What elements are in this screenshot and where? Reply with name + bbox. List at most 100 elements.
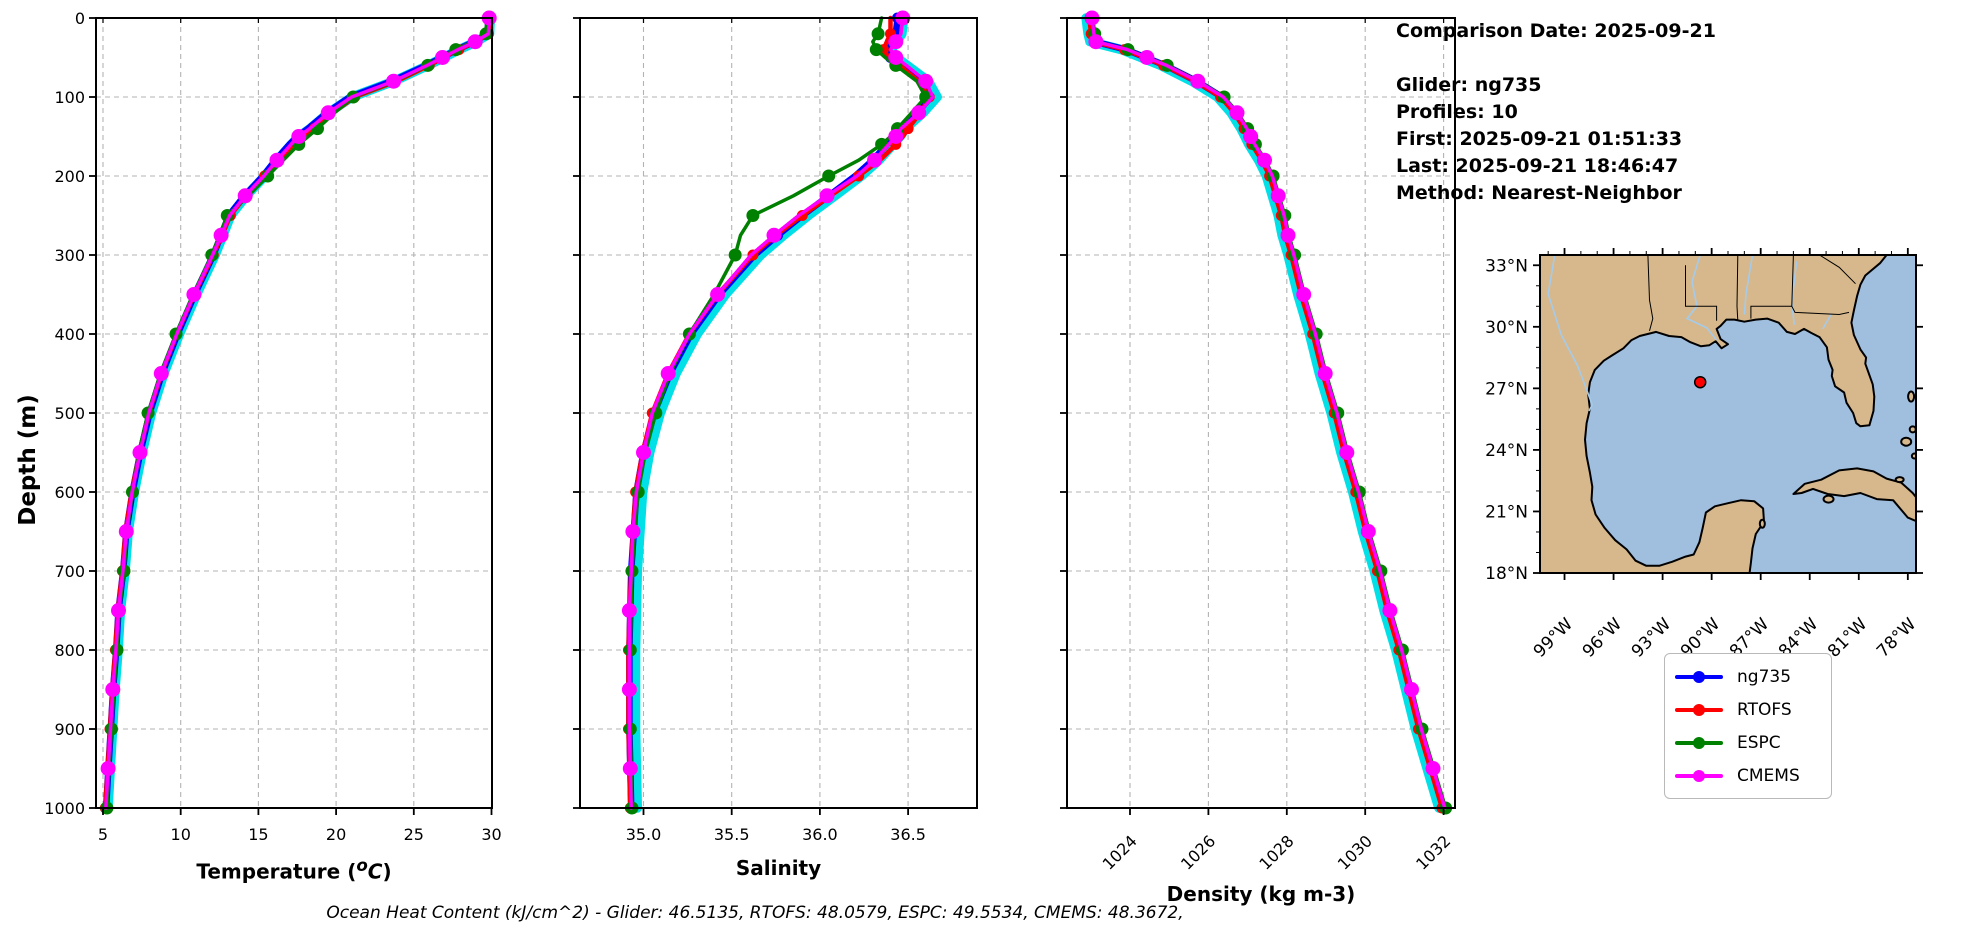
depth-axis-label: Depth (m) (15, 394, 41, 526)
map-island (1894, 476, 1905, 484)
salinity-axis-label: Salinity (735, 856, 822, 880)
depth-tick-label: 400 (54, 325, 85, 344)
density-plot: 1024 1026 1028 1030 1032 (1060, 10, 1456, 874)
temperature-axis-label-close: ) (382, 859, 392, 884)
legend-label-rtofs: RTOFS (1737, 699, 1792, 720)
series-markers-CMEMS (621, 10, 934, 776)
method-text: Method: Nearest-Neighbor (1396, 182, 1682, 204)
ocean-heat-content-text: Ocean Heat Content (kJ/cm^2) - Glider: 4… (326, 903, 1184, 923)
legend-line-cmems (1675, 769, 1723, 782)
temperature-plot-ticks (89, 17, 493, 815)
density-axis-label: Density (kg m-3) (1166, 882, 1356, 906)
legend-item-cmems: CMEMS (1675, 761, 1831, 791)
map-lat-label: 30°N (1485, 318, 1528, 338)
salinity-plot-ticks (573, 17, 909, 815)
map-lat-label: 33°N (1485, 256, 1528, 276)
comparison-date-text: Comparison Date: 2025-09-21 (1396, 20, 1716, 42)
temperature-axis-label-sup: o (356, 856, 368, 875)
density-tick-label: 1024 (1099, 831, 1141, 873)
depth-tick-label: 200 (54, 167, 85, 186)
series-markers-CMEMS (1084, 10, 1441, 776)
temperature-tick-label: 10 (171, 825, 191, 844)
series-markers-CMEMS (100, 10, 497, 776)
comparison-info-block: Comparison Date: 2025-09-21 Glider: ng73… (1396, 18, 1716, 207)
series-markers-RTOFS (1085, 28, 1448, 814)
salinity-tick-labels: 35.0 35.5 36.0 36.5 (626, 825, 926, 844)
legend-line-ng735 (1675, 670, 1723, 683)
temperature-plot-grid (96, 18, 492, 808)
map-lon-label: 99°W (1530, 614, 1577, 661)
depth-tick-label: 800 (54, 641, 85, 660)
depth-tick-label: 1000 (44, 799, 85, 818)
map-lat-label: 18°N (1485, 564, 1528, 584)
salinity-tick-label: 35.0 (626, 825, 662, 844)
legend-label-cmems: CMEMS (1737, 765, 1800, 786)
legend-line-rtofs (1675, 703, 1723, 716)
map-lon-label: 81°W (1824, 614, 1871, 661)
map-island (1908, 425, 1916, 434)
salinity-tick-label: 36.5 (890, 825, 926, 844)
temperature-axis-label-main: Temperature ( (196, 859, 357, 884)
legend-label-ng735: ng735 (1737, 666, 1792, 687)
temperature-plot: 5 10 15 20 25 3001002003004005006007008009001… (44, 9, 501, 844)
depth-tick-label: 700 (54, 562, 85, 581)
glider-name-text: Glider: ng735 (1396, 74, 1542, 96)
density-tick-label: 1030 (1334, 831, 1376, 873)
temperature-tick-label: 25 (404, 825, 424, 844)
depth-tick-label: 300 (54, 246, 85, 265)
legend-item-rtofs: RTOFS (1675, 695, 1831, 725)
map-land-mainland (1540, 255, 1888, 573)
density-plot-ticks (1060, 17, 1445, 815)
legend-marker-rtofs (1693, 703, 1705, 716)
profiles-count-text: Profiles: 10 (1396, 101, 1518, 123)
salinity-tick-label: 36.0 (802, 825, 838, 844)
series-markers-ESPC (100, 27, 493, 815)
map-lat-label: 24°N (1485, 441, 1528, 461)
depth-tick-label: 500 (54, 404, 85, 423)
density-tick-label: 1032 (1412, 831, 1454, 873)
density-plot-grid (1067, 18, 1455, 808)
legend-marker-ng735 (1693, 670, 1705, 683)
temperature-tick-label: 5 (98, 825, 108, 844)
salinity-plot: 35.0 35.5 36.0 36.5 (573, 10, 978, 844)
temperature-tick-label: 30 (481, 825, 501, 844)
map-land-cuba (1792, 467, 1916, 523)
density-tick-label: 1028 (1255, 831, 1297, 873)
legend: ng735 RTOFS ESPC CMEMS (1664, 653, 1832, 799)
map-island (1822, 494, 1835, 504)
map-island (1758, 518, 1766, 529)
series-markers-ng735 (1085, 12, 1438, 774)
last-profile-time-text: Last: 2025-09-21 18:46:47 (1396, 155, 1679, 177)
depth-tick-label: 900 (54, 720, 85, 739)
first-profile-time-text: First: 2025-09-21 01:51:33 (1396, 128, 1683, 150)
map-lon-label: 78°W (1873, 614, 1920, 661)
map-lat-label: 27°N (1485, 379, 1528, 399)
temperature-tick-labels: 5 10 15 20 25 30 (98, 825, 502, 844)
legend-label-espc: ESPC (1737, 732, 1781, 753)
legend-item-ng735: ng735 (1675, 662, 1831, 692)
depth-tick-label: 100 (54, 88, 85, 107)
density-tick-labels: 1024 1026 1028 1030 1032 (1099, 831, 1455, 873)
location-map: 33°N30°N27°N24°N21°N18°N99°W 96°W 93°W 90°W… (1485, 248, 1923, 662)
depth-tick-labels: 0 100 200 300 400 500 600 700 800 900 1000 (44, 9, 85, 818)
depth-tick-label: 0 (75, 9, 85, 28)
map-lon-label: 96°W (1579, 614, 1626, 661)
map-island (1900, 436, 1913, 447)
temperature-tick-label: 15 (248, 825, 268, 844)
map-island (1910, 452, 1916, 460)
legend-marker-cmems (1693, 769, 1705, 782)
map-island (1907, 390, 1916, 403)
temperature-axis-label: Temperature (oC) (96, 856, 492, 884)
legend-marker-espc (1693, 736, 1705, 749)
glider-position-marker (1693, 375, 1707, 389)
density-tick-label: 1026 (1177, 831, 1219, 873)
map-rivers (1547, 255, 1832, 412)
temperature-axis-label-unit: C (367, 859, 383, 884)
legend-item-espc: ESPC (1675, 728, 1831, 758)
map-state-borders (1647, 255, 1856, 332)
temperature-tick-label: 20 (326, 825, 346, 844)
map-lat-label: 21°N (1485, 502, 1528, 522)
depth-tick-label: 600 (54, 483, 85, 502)
